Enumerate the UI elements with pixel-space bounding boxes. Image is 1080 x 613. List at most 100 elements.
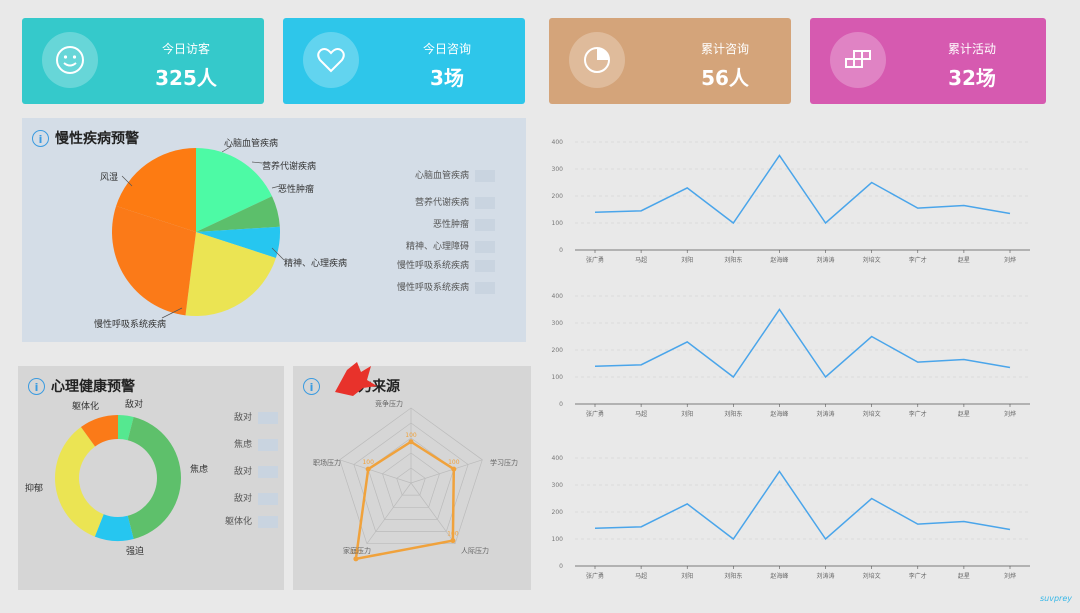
x-tick-label: 赵星 bbox=[958, 256, 970, 264]
y-tick-label: 300 bbox=[552, 320, 564, 327]
legend-item[interactable]: 营养代谢疾病 bbox=[415, 195, 495, 209]
x-tick-label: 马超 bbox=[635, 410, 647, 418]
info-icon[interactable]: i bbox=[32, 129, 49, 147]
line-series bbox=[594, 308, 1011, 379]
pie-label: 风湿 bbox=[100, 173, 119, 183]
line-chart-2: 0 100 200 300 400 张广勇 马超 刘阳 刘阳东 赵海峰 刘涛涛 刘培文 李广才 赵星 刘烨 bbox=[552, 293, 1030, 418]
ring-label: 焦虑 bbox=[190, 465, 209, 475]
x-tick-label: 刘涛涛 bbox=[817, 410, 835, 418]
ring-label: 强迫 bbox=[126, 547, 145, 557]
y-tick-label: 0 bbox=[559, 247, 563, 254]
radar-point bbox=[365, 466, 371, 472]
y-tick-label: 400 bbox=[552, 293, 564, 300]
ring-segment bbox=[127, 416, 182, 540]
legend-item[interactable]: 躯体化 bbox=[225, 514, 278, 528]
stat-value: 325人 bbox=[155, 66, 217, 90]
x-tick-label: 刘阳 bbox=[681, 572, 693, 580]
panel-title: i 心理健康预警 bbox=[28, 376, 135, 396]
legend-item[interactable]: 敌对 bbox=[234, 464, 278, 478]
x-tick-label: 刘烨 bbox=[1004, 410, 1016, 418]
x-tick-label: 刘阳 bbox=[681, 410, 693, 418]
line-chart-1: 0 100 200 300 400 张广勇 马超 刘阳 刘阳东 赵海峰 刘涛涛 刘培文 李广才 赵星 刘烨 bbox=[552, 139, 1030, 264]
radar-value-label: 100 bbox=[350, 549, 362, 556]
x-tick-label: 赵星 bbox=[958, 410, 970, 418]
radar-axis bbox=[410, 482, 456, 544]
y-tick-label: 300 bbox=[552, 166, 564, 173]
pie-label-line bbox=[271, 185, 281, 189]
legend-item[interactable]: 慢性呼吸系统疾病 bbox=[397, 258, 495, 272]
line-series bbox=[594, 470, 1011, 541]
ring-segment bbox=[118, 415, 134, 441]
x-tick-label: 刘烨 bbox=[1004, 572, 1016, 580]
radar-axis-label: 学习压力 bbox=[490, 459, 518, 467]
x-tick-label: 赵海峰 bbox=[770, 256, 788, 264]
pie-label: 心脑血管疾病 bbox=[224, 139, 279, 149]
y-tick-label: 200 bbox=[552, 347, 564, 354]
y-tick-label: 0 bbox=[559, 563, 563, 570]
pressure-radar-chart: 100 100 100 100 100 bbox=[339, 407, 483, 562]
stat-label: 累计活动 bbox=[947, 42, 996, 56]
pie-slice bbox=[196, 226, 280, 258]
radar-point bbox=[450, 538, 456, 544]
stat-value: 3场 bbox=[430, 66, 464, 90]
y-tick-label: 300 bbox=[552, 482, 564, 489]
line-series bbox=[594, 154, 1011, 225]
legend-item[interactable]: 敌对 bbox=[234, 491, 278, 505]
legend-item[interactable]: 慢性呼吸系统疾病 bbox=[397, 280, 495, 294]
legend-item[interactable]: 敌对 bbox=[234, 410, 278, 424]
red-scribble-annotation bbox=[335, 362, 377, 396]
y-tick-label: 400 bbox=[552, 455, 564, 462]
line-chart-3: 0 100 200 300 400 张广勇 马超 刘阳 刘阳东 赵海峰 刘涛涛 刘培文 李广才 赵星 刘烨 bbox=[552, 455, 1030, 580]
chronic-disease-panel: i 慢性疾病预警 心脑血管疾病 营养代谢疾病 恶性肿瘤 精神、心理疾病 慢性呼吸系… bbox=[22, 118, 526, 342]
legend-item[interactable]: 恶性肿瘤 bbox=[433, 217, 495, 231]
y-tick-label: 100 bbox=[552, 220, 564, 227]
legend-item[interactable]: 焦虑 bbox=[234, 437, 278, 451]
pie-label-line bbox=[271, 247, 285, 261]
pie-label-line bbox=[121, 175, 133, 187]
stat-label: 今日访客 bbox=[161, 42, 210, 56]
stat-card-visitors: 今日访客 325人 bbox=[22, 18, 264, 104]
radar-value-label: 100 bbox=[405, 432, 417, 439]
pie-slice bbox=[185, 232, 276, 316]
radar-axis-label: 人际压力 bbox=[461, 547, 489, 555]
stat-card-total-consults: 累计咨询 56人 bbox=[549, 18, 791, 104]
x-tick-label: 张广勇 bbox=[586, 410, 604, 418]
info-icon[interactable]: i bbox=[303, 377, 320, 395]
pie-label: 精神、心理疾病 bbox=[284, 259, 348, 269]
pie-slice bbox=[116, 148, 196, 232]
pressure-source-panel: i 力来源 100 100 100 100 100 竞争压力 学习压力 人际压力 家庭压力… bbox=[293, 362, 531, 590]
pie-chart-icon bbox=[569, 32, 625, 88]
x-tick-label: 赵星 bbox=[958, 572, 970, 580]
panel-title: i 慢性疾病预警 bbox=[32, 128, 139, 148]
pie-label-line bbox=[161, 307, 183, 319]
x-tick-label: 刘涛涛 bbox=[817, 256, 835, 264]
pie-label: 恶性肿瘤 bbox=[278, 185, 315, 195]
radar-value-label: 100 bbox=[362, 459, 374, 466]
radar-axis bbox=[366, 482, 412, 544]
stat-card-consults-today: 今日咨询 3场 bbox=[283, 18, 525, 104]
info-icon[interactable]: i bbox=[28, 377, 45, 395]
brand-watermark: suvprey bbox=[1040, 594, 1072, 603]
x-tick-label: 赵海峰 bbox=[770, 410, 788, 418]
radar-series bbox=[354, 440, 456, 561]
ring-segment bbox=[94, 514, 134, 541]
legend-item[interactable]: 精神、心理障碍 bbox=[406, 239, 495, 253]
pie-label: 慢性呼吸系统疾病 bbox=[94, 320, 167, 330]
heart-icon bbox=[303, 32, 359, 88]
legend-item[interactable]: 心脑血管疾病 bbox=[415, 168, 495, 182]
x-tick-label: 张广勇 bbox=[586, 572, 604, 580]
y-tick-label: 400 bbox=[552, 139, 564, 146]
x-tick-label: 刘涛涛 bbox=[817, 572, 835, 580]
pie-slice bbox=[196, 196, 280, 232]
y-tick-label: 0 bbox=[559, 401, 563, 408]
radar-value-label: 100 bbox=[447, 531, 459, 538]
chronic-pie-chart bbox=[111, 145, 285, 319]
stat-card-total-events: 累计活动 32场 bbox=[810, 18, 1046, 104]
x-tick-label: 刘烨 bbox=[1004, 256, 1016, 264]
x-tick-label: 马超 bbox=[635, 256, 647, 264]
x-tick-label: 赵海峰 bbox=[770, 572, 788, 580]
ring-segment bbox=[55, 427, 104, 537]
ring-label: 敌对 bbox=[125, 400, 144, 410]
x-tick-label: 刘阳东 bbox=[724, 256, 742, 264]
y-tick-label: 200 bbox=[552, 509, 564, 516]
